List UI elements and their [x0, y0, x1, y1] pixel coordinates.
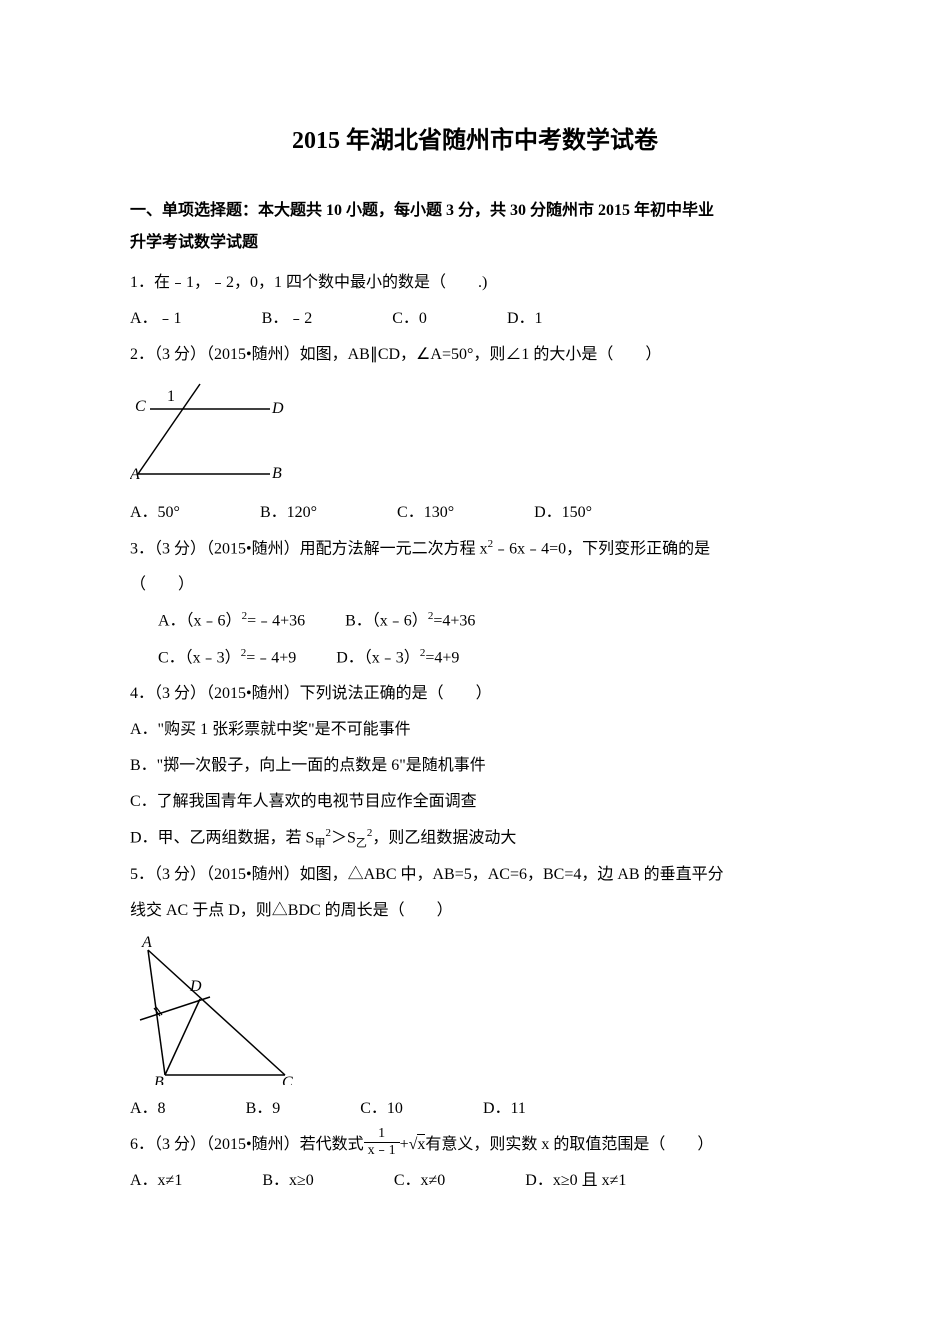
q2-opt-b: B．120°: [260, 497, 317, 529]
q3-text-line2: ﹣6x﹣4=0，下列变形正确的是: [493, 540, 710, 557]
q6-opt-a: A．x≠1: [130, 1165, 182, 1197]
q4-opt-a: A．"购买 1 张彩票就中奖"是不可能事件: [130, 714, 820, 746]
q5-options: A．8 B．9 C．10 D．11: [130, 1093, 820, 1125]
q5-opt-a: A．8: [130, 1093, 166, 1125]
section-header: 一、单项选择题：本大题共 10 小题，每小题 3 分，共 30 分随州市 201…: [130, 195, 820, 259]
q5-figure: A B C D: [130, 935, 820, 1085]
q3-opt-c: C．（x﹣3）2=﹣4+9: [158, 642, 296, 674]
q5-opt-d: D．11: [483, 1093, 526, 1125]
q1-opt-b: B．﹣2: [262, 303, 313, 335]
q6-text-post: 有意义，则实数 x 的取值范围是（ ）: [425, 1136, 713, 1153]
q3-text: 3．（3 分）（2015•随州）用配方法解一元二次方程 x2﹣6x﹣4=0，下列…: [130, 533, 820, 565]
q5-text-line2: 线交 AC 于点 D，则△BDC 的周长是（ ）: [130, 895, 820, 927]
q6-text: 6．（3 分）（2015•随州）若代数式1x﹣1+x有意义，则实数 x 的取值范…: [130, 1129, 820, 1161]
q2-label-c: C: [135, 398, 146, 415]
q6-sqrt: x: [409, 1129, 426, 1161]
q5-label-d: D: [189, 978, 202, 995]
q6-opt-c: C．x≠0: [394, 1165, 445, 1197]
q6-text-pre: 6．（3 分）（2015•随州）若代数式: [130, 1136, 364, 1153]
q2-options: A．50° B．120° C．130° D．150°: [130, 497, 820, 529]
q3-opt-b: B．（x﹣6）2=4+36: [345, 605, 475, 637]
q2-label-a: A: [130, 466, 140, 483]
q3-options-row2: C．（x﹣3）2=﹣4+9 D．（x﹣3）2=4+9: [130, 642, 820, 674]
q6-opt-b: B．x≥0: [262, 1165, 313, 1197]
q5-opt-c: C．10: [360, 1093, 403, 1125]
q1-opt-c: C．0: [392, 303, 427, 335]
q2-figure: C D A B 1: [130, 379, 820, 489]
q3-text-line1: 3．（3 分）（2015•随州）用配方法解一元二次方程 x: [130, 540, 488, 557]
q5-label-a: A: [141, 935, 152, 951]
q6-text-mid: +: [400, 1136, 409, 1153]
q2-opt-d: D．150°: [534, 497, 592, 529]
q6-opt-d: D．x≥0 且 x≠1: [525, 1165, 626, 1197]
q2-text: 2．（3 分）（2015•随州）如图，AB∥CD，∠A=50°，则∠1 的大小是…: [130, 339, 820, 371]
q2-label-b: B: [272, 465, 282, 482]
q4-opt-d: D．甲、乙两组数据，若 S甲2＞S乙2，则乙组数据波动大: [130, 822, 820, 855]
q6-fraction: 1x﹣1: [364, 1127, 400, 1158]
q5-text-line1: 5．（3 分）（2015•随州）如图，△ABC 中，AB=5，AC=6，BC=4…: [130, 859, 820, 891]
page-title: 2015 年湖北省随州市中考数学试卷: [130, 120, 820, 155]
q3-text-line3: （ ）: [130, 569, 820, 601]
q1-options: A．﹣1 B．﹣2 C．0 D．1: [130, 303, 820, 335]
q6-options: A．x≠1 B．x≥0 C．x≠0 D．x≥0 且 x≠1: [130, 1165, 820, 1197]
q2-label-d: D: [271, 400, 284, 417]
q3-opt-d: D．（x﹣3）2=4+9: [336, 642, 459, 674]
q5-opt-b: B．9: [246, 1093, 281, 1125]
q1-opt-d: D．1: [507, 303, 543, 335]
q3-opt-a: A．（x﹣6）2=﹣4+36: [158, 605, 305, 637]
q1-text: 1．在﹣1，﹣2，0，1 四个数中最小的数是（ .): [130, 267, 820, 299]
q1-opt-a: A．﹣1: [130, 303, 182, 335]
q5-label-c: C: [282, 1074, 293, 1085]
q2-opt-a: A．50°: [130, 497, 180, 529]
q5-label-b: B: [154, 1074, 164, 1085]
q2-opt-c: C．130°: [397, 497, 454, 529]
q4-text: 4．（3 分）（2015•随州）下列说法正确的是（ ）: [130, 678, 820, 710]
section-header-line1: 一、单项选择题：本大题共 10 小题，每小题 3 分，共 30 分随州市 201…: [130, 202, 714, 219]
q3-options-row1: A．（x﹣6）2=﹣4+36 B．（x﹣6）2=4+36: [130, 605, 820, 637]
q2-label-1: 1: [167, 388, 175, 405]
q4-opt-c: C．了解我国青年人喜欢的电视节目应作全面调查: [130, 786, 820, 818]
section-header-line2: 升学考试数学试题: [130, 234, 258, 251]
q4-opt-b: B．"掷一次骰子，向上一面的点数是 6"是随机事件: [130, 750, 820, 782]
